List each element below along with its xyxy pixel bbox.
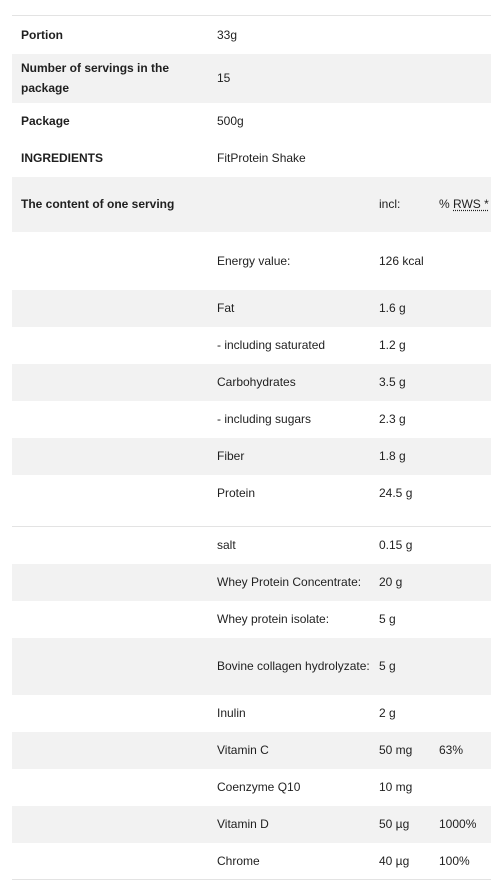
nutrient-amount: 1.8 g: [379, 437, 439, 475]
nutrient-name: Whey Protein Concentrate:: [208, 563, 379, 601]
table-row: Vitamin D 50 µg 1000%: [12, 805, 491, 843]
table-row: salt 0.15 g: [12, 527, 491, 564]
nutrient-name: Energy value:: [217, 253, 291, 268]
nutrient-rws: [439, 695, 491, 732]
nutrient-rws: 1000%: [439, 805, 491, 843]
package-label: Package: [21, 114, 70, 128]
nutrient-rws: 100%: [439, 853, 470, 868]
package-value: 500g: [217, 114, 244, 128]
nutrient-amount: 50 µg: [379, 805, 439, 843]
nutrient-name: Inulin: [217, 706, 246, 720]
table-row: Chrome 40 µg 100%: [12, 843, 491, 880]
nutrient-rws: [439, 363, 492, 401]
nutrient-rws: [439, 327, 491, 364]
table-row: - including saturated 1.2 g: [12, 327, 491, 364]
nutrient-rws: [439, 563, 491, 601]
nutrient-name: - including sugars: [217, 412, 312, 426]
nutrient-name: Protein: [217, 486, 256, 500]
nutrient-amount: 2 g: [379, 706, 396, 720]
nutrient-name: salt: [217, 538, 236, 553]
servings-value: 15: [208, 53, 492, 103]
nutrient-name: Carbohydrates: [208, 363, 379, 401]
portion-value: 33g: [217, 27, 238, 42]
rws-abbrev: RWS *: [453, 197, 489, 211]
nutrient-amount: 40 µg: [379, 853, 410, 868]
table-row: Protein 24.5 g: [12, 475, 491, 512]
nutrient-amount: 5 g: [379, 612, 396, 626]
nutrient-amount: 50 mg: [379, 731, 439, 769]
table-row: Package 500g: [12, 103, 491, 140]
table-row: Bovine collagen hydrolyzate: 5 g: [12, 637, 491, 695]
table-row: Fat 1.6 g: [12, 289, 492, 327]
nutrient-name: Vitamin C: [208, 731, 379, 769]
nutrient-rws: [439, 401, 491, 438]
nutrient-amount: 5 g: [379, 637, 439, 695]
nutrient-name: Whey protein isolate:: [217, 612, 330, 626]
nutrient-name: - including saturated: [217, 338, 326, 352]
table-row: Energy value: 126 kcal: [12, 232, 491, 290]
table-row: Coenzyme Q10 10 mg: [12, 769, 491, 806]
nutrient-rws: [439, 232, 491, 290]
nutrient-rws: [439, 437, 492, 475]
servings-label: Number of servings in the package: [12, 53, 208, 103]
nutrient-name: Vitamin D: [208, 805, 379, 843]
ingredients-label: INGREDIENTS: [21, 151, 104, 165]
table-row: Portion 33g: [12, 16, 491, 54]
nutrient-rws: [439, 637, 491, 695]
rws-column-header: % RWS *: [439, 176, 492, 232]
nutrient-name: Fiber: [208, 437, 379, 475]
portion-label: Portion: [21, 27, 63, 42]
nutrient-rws: [439, 769, 491, 806]
product-info-table: Portion 33g Number of servings in the pa…: [12, 15, 492, 512]
nutrient-amount: 1.6 g: [379, 289, 439, 327]
serving-content-label: The content of one serving: [12, 176, 208, 232]
nutrient-rws: 63%: [439, 731, 491, 769]
incl-column-header: incl:: [379, 176, 439, 232]
nutrient-amount: 126 kcal: [379, 253, 424, 268]
nutrient-amount: 0.15 g: [379, 538, 413, 553]
nutrient-amount: 2.3 g: [379, 412, 406, 426]
nutrient-amount: 3.5 g: [379, 363, 439, 401]
nutrient-name: Bovine collagen hydrolyzate:: [208, 637, 379, 695]
table-row: Inulin 2 g: [12, 695, 491, 732]
table-row: Number of servings in the package 15: [12, 53, 492, 103]
table-row: INGREDIENTS FitProtein Shake: [12, 140, 491, 177]
table-row: Whey protein isolate: 5 g: [12, 601, 491, 638]
table-row: Fiber 1.8 g: [12, 437, 492, 475]
nutrient-name: Chrome: [217, 853, 260, 868]
nutrient-rws: [439, 527, 491, 564]
table-row: - including sugars 2.3 g: [12, 401, 491, 438]
nutrient-amount: 24.5 g: [379, 486, 413, 500]
nutrient-amount: 20 g: [379, 563, 439, 601]
ingredients-value: FitProtein Shake: [217, 151, 306, 165]
table-row: Carbohydrates 3.5 g: [12, 363, 492, 401]
nutrient-name: Coenzyme Q10: [217, 780, 301, 794]
nutrient-name: Fat: [208, 289, 379, 327]
nutrient-rws: [439, 601, 491, 638]
nutrition-rows: Energy value: 126 kcal Fat 1.6 g- including…: [12, 232, 492, 512]
nutrition-header-row: The content of one serving incl: % RWS *: [12, 176, 492, 232]
nutrient-amount: 1.2 g: [379, 338, 406, 352]
nutrient-amount: 10 mg: [379, 780, 413, 794]
nutrient-rws: [439, 475, 491, 512]
nutrient-rws: [439, 289, 492, 327]
table-row: Vitamin C 50 mg 63%: [12, 731, 491, 769]
table-row: Whey Protein Concentrate: 20 g: [12, 563, 491, 601]
